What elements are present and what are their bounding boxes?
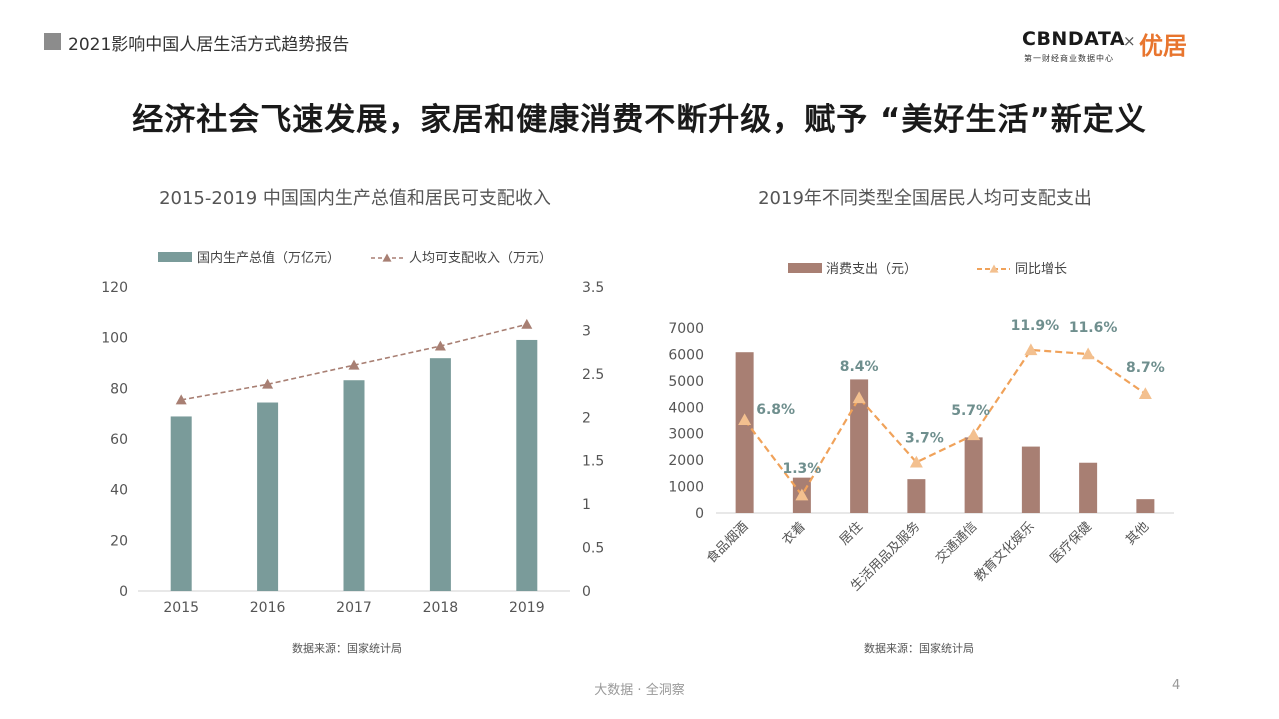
x-tick-label: 2017 [336, 600, 372, 616]
right-chart-title: 2019年不同类型全国居民人均可支配支出 [758, 188, 1092, 209]
growth-data-label: 1.3% [782, 461, 821, 477]
growth-data-label: 6.8% [756, 402, 795, 418]
x-tick-label: 教育文化娱乐 [971, 519, 1037, 585]
x-tick-label: 居住 [837, 519, 866, 548]
y-right-tick-label: 3 [582, 323, 591, 339]
x-tick-label: 交通通信 [932, 519, 980, 567]
growth-point [1081, 347, 1095, 360]
gdp-bar [257, 402, 279, 591]
y-tick-label: 2000 [668, 453, 704, 469]
y-left-tick-label: 40 [110, 483, 128, 499]
gdp-bar [170, 416, 192, 591]
income-point [521, 318, 533, 329]
gdp-bar [429, 358, 451, 591]
legend-swatch-spending [788, 263, 822, 273]
legend-label-income: 人均可支配收入（万元） [409, 251, 552, 266]
x-tick-label: 2016 [250, 600, 286, 616]
y-tick-label: 7000 [668, 321, 704, 337]
x-tick-label: 2018 [423, 600, 459, 616]
y-right-tick-label: 1 [582, 497, 591, 513]
left-chart-title: 2015-2019 中国国内生产总值和居民可支配收入 [159, 188, 551, 209]
growth-data-label: 5.7% [951, 403, 990, 419]
right-chart-source: 数据来源：国家统计局 [864, 642, 974, 655]
growth-point [852, 391, 866, 404]
x-tick-label: 其他 [1123, 519, 1152, 548]
y-tick-label: 0 [695, 506, 704, 522]
header-square-icon [44, 33, 61, 50]
logo-brand: CBNDATA [1022, 28, 1126, 50]
y-right-tick-label: 1.5 [582, 454, 604, 470]
y-left-tick-label: 100 [101, 331, 128, 347]
y-right-tick-label: 0.5 [582, 541, 604, 557]
spending-bar [850, 379, 869, 513]
y-right-tick-label: 3.5 [582, 280, 604, 296]
logo-times: × [1123, 32, 1136, 50]
brand-logo: CBNDATA × 优居 第一财经商业数据中心 [1022, 26, 1197, 66]
x-tick-label: 食品烟酒 [703, 519, 751, 567]
legend-label-spending: 消费支出（元） [826, 262, 917, 277]
logo-partner: 优居 [1139, 32, 1187, 60]
growth-data-label: 8.4% [840, 359, 879, 375]
page-number: 4 [1172, 678, 1181, 693]
y-tick-label: 1000 [668, 480, 704, 496]
growth-point [1138, 387, 1152, 399]
y-tick-label: 3000 [668, 427, 704, 443]
income-point [262, 378, 274, 389]
spending-bar [1136, 499, 1155, 513]
y-tick-label: 5000 [668, 374, 704, 390]
growth-data-label: 8.7% [1126, 360, 1165, 376]
income-point [175, 394, 187, 405]
spending-bar [964, 437, 983, 513]
y-left-tick-label: 0 [119, 584, 128, 600]
y-right-tick-label: 2.5 [582, 367, 604, 383]
spending-bar [1021, 446, 1040, 513]
y-left-tick-label: 120 [101, 280, 128, 296]
left-chart-source: 数据来源：国家统计局 [292, 642, 402, 655]
gdp-bar [516, 339, 538, 591]
x-tick-label: 医疗保健 [1048, 519, 1095, 566]
growth-point [1024, 343, 1038, 356]
income-point [348, 359, 360, 370]
y-tick-label: 6000 [668, 347, 704, 363]
spending-bar [735, 352, 754, 513]
growth-data-label: 3.7% [905, 430, 944, 446]
y-tick-label: 4000 [668, 400, 704, 416]
legend-marker-growth [989, 264, 999, 273]
footer-slogan: 大数据 · 全洞察 [594, 683, 685, 698]
y-right-tick-label: 0 [582, 584, 591, 600]
legend-label-gdp: 国内生产总值（万亿元） [197, 250, 340, 266]
y-left-tick-label: 60 [110, 432, 128, 448]
income-point [434, 340, 446, 351]
growth-data-label: 11.9% [1011, 318, 1060, 334]
gdp-bar [343, 380, 365, 591]
growth-point [795, 488, 809, 501]
legend-label-growth: 同比增长 [1015, 262, 1067, 277]
logo-subtitle: 第一财经商业数据中心 [1024, 54, 1114, 63]
x-tick-label: 2019 [509, 600, 545, 616]
growth-point [909, 455, 923, 468]
spending-bar [1079, 462, 1098, 513]
legend-swatch-gdp [158, 252, 192, 262]
spending-bar [907, 479, 926, 513]
y-left-tick-label: 80 [110, 381, 128, 397]
growth-point [738, 413, 752, 426]
growth-line [743, 348, 1147, 498]
page-title: 经济社会飞速发展，家居和健康消费不断升级，赋予 “美好生活”新定义 [132, 102, 1147, 138]
report-title: 2021影响中国人居生活方式趋势报告 [68, 35, 350, 55]
growth-data-label: 11.6% [1069, 320, 1118, 336]
y-right-tick-label: 2 [582, 410, 591, 426]
legend-marker-income [382, 253, 392, 262]
y-left-tick-label: 20 [110, 533, 128, 549]
growth-point [967, 428, 981, 441]
x-tick-label: 2015 [163, 600, 199, 616]
x-tick-label: 衣着 [779, 519, 809, 549]
